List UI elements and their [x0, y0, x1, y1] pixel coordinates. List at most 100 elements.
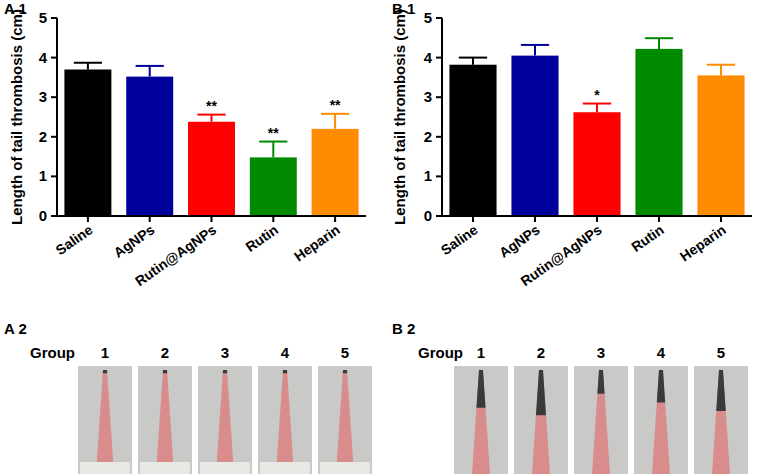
photo-background	[454, 366, 508, 474]
x-tick-label: Heparin	[677, 221, 729, 264]
error-stem	[658, 38, 660, 49]
y-tick	[51, 175, 57, 177]
chart: B 1Length of tail thrombosis (cm)012345S…	[391, 0, 752, 289]
tail-thrombus	[223, 370, 227, 373]
significance: **	[330, 97, 341, 113]
tail-thrombus	[657, 370, 665, 402]
panel-label: B 2	[392, 320, 415, 337]
error-stem	[596, 104, 598, 113]
y-tick-label: 5	[424, 9, 432, 26]
x-tick	[272, 216, 274, 222]
bar	[312, 129, 359, 216]
photo-background	[694, 366, 748, 474]
group-number: 3	[221, 344, 229, 361]
error-cap	[259, 141, 287, 143]
body	[320, 462, 370, 474]
bar	[64, 69, 111, 216]
y-tick	[51, 17, 57, 19]
tail	[532, 370, 550, 474]
error-cap	[707, 64, 735, 66]
photo-background	[514, 366, 568, 474]
y-axis	[441, 18, 443, 216]
y-tick	[436, 57, 442, 59]
figure: A 1Length of tail thrombosis (cm)012345S…	[0, 0, 758, 474]
y-tick-label: 0	[39, 207, 47, 224]
group-label: Group	[418, 344, 463, 361]
y-tick-label: 4	[424, 49, 433, 66]
y-axis-label: Length of tail thrombosis (cm)	[391, 9, 408, 225]
error-bar	[645, 38, 673, 49]
error-bar	[321, 114, 349, 129]
error-bar	[197, 115, 225, 122]
body	[140, 462, 190, 474]
group-label: Group	[30, 344, 75, 361]
error-stem	[272, 142, 274, 158]
y-tick-label: 1	[39, 167, 47, 184]
group-number: 2	[537, 344, 545, 361]
group-number: 2	[161, 344, 169, 361]
error-stem	[534, 45, 536, 56]
bar	[511, 56, 558, 216]
error-stem	[472, 58, 474, 65]
body	[200, 462, 250, 474]
tail	[652, 370, 670, 474]
y-tick-label: 1	[424, 167, 432, 184]
group-number: 5	[717, 344, 725, 361]
photo-background	[198, 366, 252, 474]
bar	[250, 157, 297, 216]
bar	[126, 77, 173, 216]
y-axis	[56, 18, 58, 216]
bar	[188, 122, 235, 216]
error-stem	[334, 114, 336, 129]
error-cap	[645, 37, 673, 39]
body	[80, 462, 130, 474]
y-tick-label: 3	[39, 88, 47, 105]
tail-thrombus	[536, 370, 546, 415]
y-tick-label: 2	[424, 128, 432, 145]
error-bar	[521, 45, 549, 56]
plot-area	[64, 63, 358, 216]
x-tick	[534, 216, 536, 222]
x-tick	[211, 216, 213, 222]
x-tick-label: Saline	[53, 221, 96, 258]
x-tick	[720, 216, 722, 222]
tail	[472, 370, 490, 474]
x-tick	[472, 216, 474, 222]
photo-background	[78, 366, 132, 474]
error-cap	[521, 44, 549, 46]
error-bar	[74, 63, 102, 70]
bar	[635, 49, 682, 216]
x-tick	[658, 216, 660, 222]
chart: A 1Length of tail thrombosis (cm)012345S…	[4, 0, 366, 289]
y-tick-label: 3	[424, 88, 432, 105]
error-cap	[583, 103, 611, 105]
tail	[592, 370, 610, 474]
error-stem	[87, 63, 89, 70]
error-bar	[707, 65, 735, 76]
panel-label: A 2	[4, 320, 27, 337]
x-tick	[334, 216, 336, 222]
error-bar	[583, 104, 611, 113]
group-number: 4	[657, 344, 666, 361]
error-bar	[136, 66, 164, 77]
significance: **	[268, 125, 279, 141]
bar	[449, 65, 496, 216]
photo-background	[574, 366, 628, 474]
error-cap	[136, 65, 164, 67]
group-number: 5	[341, 344, 349, 361]
y-tick	[51, 57, 57, 59]
significance: *	[594, 87, 600, 103]
x-tick-label: Rutin	[243, 221, 281, 255]
photo-background	[258, 366, 312, 474]
group-number: 1	[101, 344, 109, 361]
error-cap	[74, 62, 102, 64]
error-cap	[321, 113, 349, 115]
body	[260, 462, 310, 474]
photo-background	[634, 366, 688, 474]
plot-area	[449, 38, 744, 216]
group-number: 4	[281, 344, 290, 361]
x-tick	[87, 216, 89, 222]
tail-thrombus	[343, 370, 347, 373]
tail-thrombus	[103, 370, 107, 373]
y-tick	[436, 17, 442, 19]
